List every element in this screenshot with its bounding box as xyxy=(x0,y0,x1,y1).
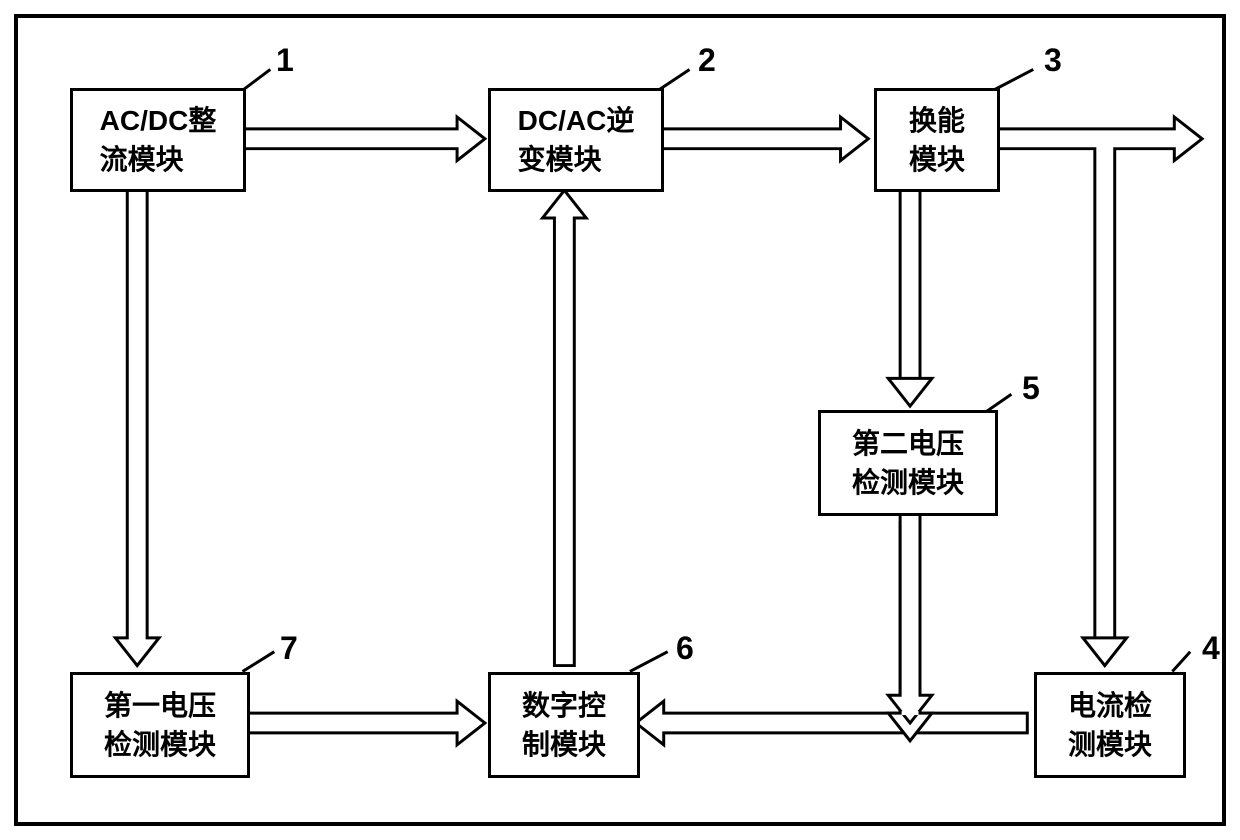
block-text: 第一电压 检测模块 xyxy=(104,686,216,764)
label-2: 2 xyxy=(698,42,716,79)
block-acdc-rectifier: AC/DC整 流模块 xyxy=(70,88,246,192)
block-voltage-detect-1: 第一电压 检测模块 xyxy=(70,672,250,778)
block-current-detect: 电流检 测模块 xyxy=(1034,672,1186,778)
block-text: 电流检 测模块 xyxy=(1068,686,1152,764)
label-5: 5 xyxy=(1022,370,1040,407)
label-4: 4 xyxy=(1202,630,1220,667)
block-digital-control: 数字控 制模块 xyxy=(488,672,640,778)
block-text: DC/AC逆 变模块 xyxy=(518,101,635,179)
block-text: 换能 模块 xyxy=(909,101,965,179)
label-6: 6 xyxy=(676,630,694,667)
block-text: 第二电压 检测模块 xyxy=(852,424,964,502)
label-3: 3 xyxy=(1044,42,1062,79)
label-7: 7 xyxy=(280,630,298,667)
block-voltage-detect-2: 第二电压 检测模块 xyxy=(818,410,998,516)
diagram-frame: AC/DC整 流模块 DC/AC逆 变模块 换能 模块 第二电压 检测模块 第一… xyxy=(14,14,1226,826)
block-dcac-inverter: DC/AC逆 变模块 xyxy=(488,88,664,192)
block-text: AC/DC整 流模块 xyxy=(100,101,217,179)
block-transducer: 换能 模块 xyxy=(874,88,1000,192)
block-text: 数字控 制模块 xyxy=(522,686,606,764)
label-1: 1 xyxy=(276,42,294,79)
